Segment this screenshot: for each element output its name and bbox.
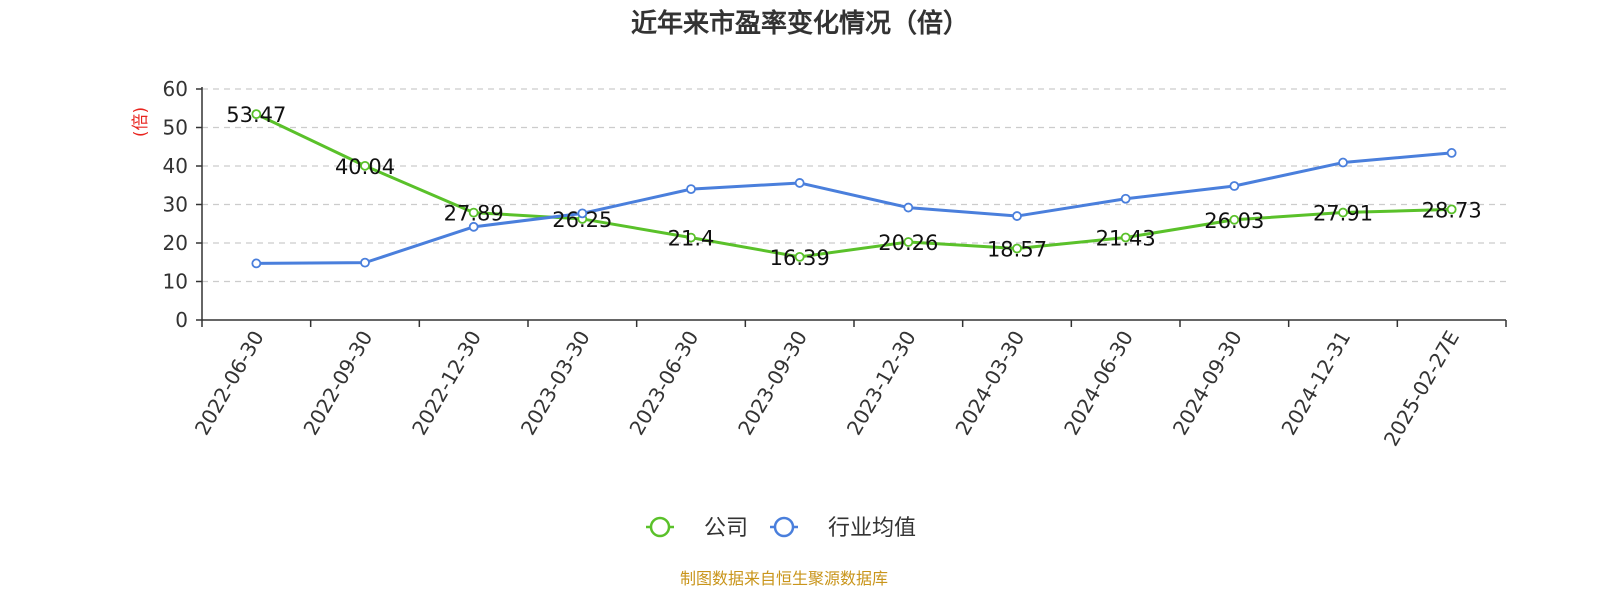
x-tick-label: 2022-09-30 bbox=[298, 327, 377, 440]
x-tick-label: 2022-06-30 bbox=[190, 327, 269, 440]
x-tick-label: 2024-09-30 bbox=[1168, 327, 1247, 440]
data-label: 53.47 bbox=[226, 103, 286, 127]
data-point-industry-average[interactable] bbox=[577, 208, 588, 219]
x-tick-label: 2024-03-30 bbox=[950, 327, 1029, 440]
legend-marker bbox=[649, 516, 671, 538]
data-labels: 53.47 40.04 27.89 26.25 21.4 16.39 20.26 18.57 2… bbox=[226, 103, 1481, 270]
data-point-industry-average[interactable] bbox=[1446, 148, 1457, 158]
data-point-company[interactable] bbox=[1120, 232, 1131, 243]
series-line-industry-average bbox=[256, 151, 1452, 265]
x-tick-label: 2023-03-30 bbox=[516, 327, 595, 440]
data-point-industry-average[interactable] bbox=[360, 257, 370, 268]
legend-marker bbox=[773, 516, 795, 538]
x-tick-label: 2023-06-30 bbox=[624, 327, 703, 440]
data-point-company[interactable] bbox=[1446, 204, 1457, 215]
data-point-company[interactable] bbox=[1229, 214, 1240, 225]
data-label: 26.03 bbox=[1204, 209, 1264, 233]
data-label: 27.91 bbox=[1313, 202, 1373, 226]
data-point-company[interactable] bbox=[1338, 207, 1348, 218]
data-point-company[interactable] bbox=[794, 251, 805, 262]
y-axis: 0 10 20 30 40 50 60 bbox=[163, 77, 203, 332]
y-tick-label: 50 bbox=[163, 116, 188, 140]
data-point-industry-average[interactable] bbox=[1012, 211, 1022, 221]
legend[interactable]: 公司 行业均值 bbox=[646, 516, 916, 541]
y-tick-label: 30 bbox=[163, 193, 188, 217]
data-label: 18.57 bbox=[987, 238, 1047, 262]
data-label: 21.43 bbox=[1096, 226, 1156, 250]
legend-label: 行业均值 bbox=[828, 516, 916, 541]
data-label: 21.4 bbox=[668, 227, 715, 251]
data-source-note: 制图数据来自恒生聚源数据库 bbox=[680, 569, 888, 588]
x-tick-label: 2025-02-27E bbox=[1379, 327, 1464, 451]
data-point-industry-average[interactable] bbox=[1338, 157, 1348, 168]
data-point-industry-average[interactable] bbox=[794, 178, 805, 188]
chart-title: 近年来市盈率变化情况（倍） bbox=[631, 8, 969, 39]
data-label: 16.39 bbox=[770, 246, 830, 270]
data-point-industry-average[interactable] bbox=[903, 202, 914, 213]
x-tick-label: 2023-12-30 bbox=[842, 327, 921, 440]
series-line-company bbox=[255, 112, 1452, 259]
data-point-industry-average[interactable] bbox=[251, 258, 262, 269]
data-point-industry-average[interactable] bbox=[1229, 181, 1240, 191]
x-tick-label: 2024-12-31 bbox=[1276, 327, 1355, 440]
grid-lines bbox=[202, 88, 1506, 283]
data-point-company[interactable] bbox=[686, 232, 696, 243]
data-label: 40.04 bbox=[335, 155, 395, 179]
x-axis: 2022-06-30 2022-09-30 2022-12-30 2023-03-30… bbox=[190, 319, 1507, 451]
y-tick-label: 40 bbox=[163, 154, 188, 178]
data-point-company[interactable] bbox=[903, 237, 914, 247]
data-label: 28.73 bbox=[1422, 198, 1482, 222]
data-point-company[interactable] bbox=[468, 207, 479, 218]
data-label: 20.26 bbox=[878, 231, 938, 255]
data-point-industry-average[interactable] bbox=[1120, 193, 1131, 204]
data-point-company[interactable] bbox=[360, 160, 370, 171]
x-tick-label: 2023-09-30 bbox=[733, 327, 812, 440]
legend-item-industry-average[interactable]: 行业均值 bbox=[770, 516, 916, 541]
y-tick-label: 0 bbox=[175, 308, 188, 332]
y-tick-label: 20 bbox=[163, 231, 188, 255]
y-tick-label: 60 bbox=[163, 77, 188, 101]
data-point-company[interactable] bbox=[251, 109, 262, 120]
data-point-company[interactable] bbox=[1012, 243, 1022, 254]
data-label: 27.89 bbox=[444, 202, 504, 226]
legend-item-company[interactable]: 公司 bbox=[646, 516, 748, 541]
data-point-industry-average[interactable] bbox=[686, 184, 696, 195]
data-label: 26.25 bbox=[552, 208, 612, 232]
y-axis-label: (倍) bbox=[131, 107, 151, 137]
x-tick-label: 2022-12-30 bbox=[407, 327, 486, 440]
data-point-industry-average[interactable] bbox=[468, 221, 479, 232]
series-group bbox=[251, 109, 1457, 269]
y-tick-label: 10 bbox=[163, 270, 188, 294]
x-tick-label: 2024-06-30 bbox=[1059, 327, 1138, 440]
legend-label: 公司 bbox=[704, 516, 748, 541]
